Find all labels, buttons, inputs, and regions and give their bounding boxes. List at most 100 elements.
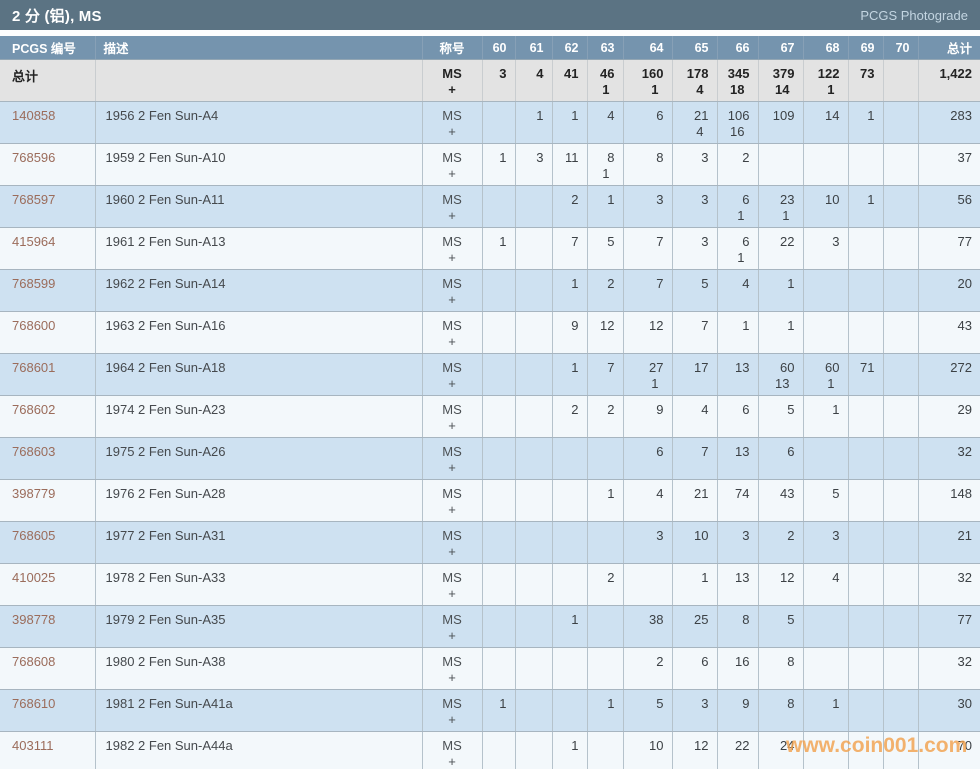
grade-cell-65: 3: [672, 689, 718, 732]
grade-cell-63: 2: [587, 269, 624, 312]
pcgs-number-cell: 768610: [0, 689, 96, 732]
designation-cell: MS +: [422, 479, 483, 522]
designation-cell: MS +: [422, 521, 483, 564]
pcgs-number-cell: 768599: [0, 269, 96, 312]
grade-cell-64: 27 1: [623, 353, 673, 396]
grade-cell-61: [515, 311, 553, 354]
grade-cell-67: 5: [758, 605, 804, 648]
designation-cell: MS +: [422, 731, 483, 769]
population-table: PCGS 编号 描述 称号 60 61 62 63 64 65 66 67 68 69 70 总计 总计 MS…: [0, 36, 980, 769]
pcgs-number-link[interactable]: 768610: [12, 696, 56, 711]
pop-table-body: 总计 MS +3 4 41 46 1 160 1 178 4 345 18 379 14 122 1 73 1,42…: [0, 59, 980, 769]
grade-cell-62: [552, 479, 588, 522]
grade-cell-66: 13: [717, 353, 759, 396]
grade-cell-67: 22: [758, 227, 804, 270]
grade-cell-63: 1: [587, 479, 624, 522]
grade-cell-65: 21 4: [672, 101, 718, 144]
grade-cell-63: [587, 521, 624, 564]
pcgs-number-link[interactable]: 768608: [12, 654, 56, 669]
pcgs-number-link[interactable]: 410025: [12, 570, 56, 585]
pcgs-number-link[interactable]: 768596: [12, 150, 56, 165]
grade-cell-60: [482, 731, 516, 769]
description-cell: 1976 2 Fen Sun-A28: [95, 479, 423, 522]
description-cell: 1959 2 Fen Sun-A10: [95, 143, 423, 186]
designation-cell: MS +: [422, 143, 483, 186]
pcgs-number-cell: 398778: [0, 605, 96, 648]
grade-cell-66: 2: [717, 143, 759, 186]
grade-cell-69: [848, 479, 884, 522]
pcgs-number-link[interactable]: 768599: [12, 276, 56, 291]
grade-cell-68: [803, 143, 849, 186]
totals-label-cell: 总计: [0, 59, 96, 102]
pcgs-number-link[interactable]: 768603: [12, 444, 56, 459]
description-cell: 1961 2 Fen Sun-A13: [95, 227, 423, 270]
total-cell: 77: [918, 227, 980, 270]
grade-cell-63: 7: [587, 353, 624, 396]
grade-cell-69: 1: [848, 101, 884, 144]
grade-cell-68: 1: [803, 689, 849, 732]
pcgs-number-link[interactable]: 398779: [12, 486, 56, 501]
table-row: 768599 1962 2 Fen Sun-A14 MS +1 2 7 5 4 1 20: [0, 269, 980, 312]
table-row: 768601 1964 2 Fen Sun-A18 MS +1 7 27 1 17 13 60 13…: [0, 353, 980, 396]
designation-cell: MS +: [422, 605, 483, 648]
grade-cell-70: [883, 227, 919, 270]
table-row: 768602 1974 2 Fen Sun-A23 MS +2 2 9 4 6 5 1 29: [0, 395, 980, 438]
total-cell: 77: [918, 605, 980, 648]
grade-cell-62: 41: [552, 59, 588, 102]
pcgs-number-cell: 398779: [0, 479, 96, 522]
pcgs-number-link[interactable]: 768605: [12, 528, 56, 543]
grade-cell-62: 9: [552, 311, 588, 354]
grade-cell-62: 1: [552, 353, 588, 396]
pcgs-number-cell: 768597: [0, 185, 96, 228]
grade-cell-70: [883, 143, 919, 186]
column-header-63: 63: [587, 36, 624, 60]
description-cell: 1963 2 Fen Sun-A16: [95, 311, 423, 354]
total-cell: 20: [918, 269, 980, 312]
grade-cell-70: [883, 647, 919, 690]
grade-cell-65: 12: [672, 731, 718, 769]
pcgs-number-link[interactable]: 403111: [12, 738, 54, 753]
grade-cell-61: 1: [515, 101, 553, 144]
grade-cell-60: [482, 605, 516, 648]
pcgs-number-link[interactable]: 140858: [12, 108, 56, 123]
grade-cell-68: 60 1: [803, 353, 849, 396]
grade-cell-60: 1: [482, 227, 516, 270]
grade-cell-62: [552, 689, 588, 732]
pcgs-number-link[interactable]: 768597: [12, 192, 56, 207]
grade-cell-64: 7: [623, 227, 673, 270]
grade-cell-68: [803, 731, 849, 769]
table-row: 768608 1980 2 Fen Sun-A38 MS + 2 6 16 8 32: [0, 647, 980, 690]
grade-cell-69: [848, 689, 884, 732]
total-cell: 32: [918, 647, 980, 690]
pcgs-number-link[interactable]: 768602: [12, 402, 56, 417]
column-header-70: 70: [883, 36, 919, 60]
pcgs-number-link[interactable]: 398778: [12, 612, 56, 627]
grade-cell-60: 1: [482, 689, 516, 732]
grade-cell-69: [848, 731, 884, 769]
grade-cell-67: 60 13: [758, 353, 804, 396]
description-cell: 1960 2 Fen Sun-A11: [95, 185, 423, 228]
grade-cell-67: 12: [758, 563, 804, 606]
table-row: 140858 1956 2 Fen Sun-A4 MS +1 1 4 6 21 4 106 16 10…: [0, 101, 980, 144]
grade-cell-60: [482, 647, 516, 690]
grade-cell-61: [515, 605, 553, 648]
grade-cell-66: 3: [717, 521, 759, 564]
pcgs-number-link[interactable]: 415964: [12, 234, 56, 249]
total-cell: 283: [918, 101, 980, 144]
photograde-link[interactable]: PCGS Photograde: [860, 7, 968, 23]
description-cell: 1978 2 Fen Sun-A33: [95, 563, 423, 606]
page-title: 2 分 (铝), MS: [12, 7, 102, 25]
pcgs-number-link[interactable]: 768601: [12, 360, 56, 375]
totals-row: 总计 MS +3 4 41 46 1 160 1 178 4 345 18 379 14 122 1 73 1,42…: [0, 59, 980, 102]
grade-cell-65: 6: [672, 647, 718, 690]
column-header-61: 61: [515, 36, 553, 60]
description-cell: 1979 2 Fen Sun-A35: [95, 605, 423, 648]
grade-cell-70: [883, 437, 919, 480]
grade-cell-69: 73: [848, 59, 884, 102]
grade-cell-64: 4: [623, 479, 673, 522]
pcgs-number-cell: 768605: [0, 521, 96, 564]
pcgs-number-link[interactable]: 768600: [12, 318, 56, 333]
grade-cell-68: [803, 605, 849, 648]
total-cell: 32: [918, 563, 980, 606]
grade-cell-67: 43: [758, 479, 804, 522]
